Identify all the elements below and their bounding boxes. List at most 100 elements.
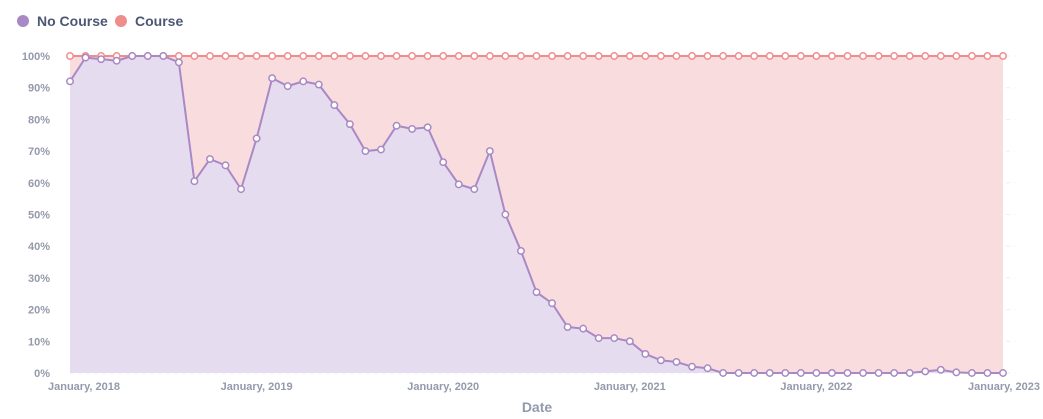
point-course[interactable] <box>221 52 230 60</box>
point-course[interactable] <box>828 52 836 60</box>
point-course[interactable] <box>283 52 292 60</box>
point-no-course[interactable] <box>237 185 246 194</box>
point-course[interactable] <box>734 52 743 60</box>
point-course[interactable] <box>206 52 214 60</box>
point-no-course[interactable] <box>221 161 230 170</box>
point-no-course[interactable] <box>159 52 168 60</box>
point-no-course[interactable] <box>905 369 914 377</box>
point-course[interactable] <box>703 52 712 60</box>
point-no-course[interactable] <box>625 337 634 346</box>
point-course[interactable] <box>579 52 588 60</box>
point-no-course[interactable] <box>859 369 867 377</box>
point-no-course[interactable] <box>81 53 90 62</box>
point-course[interactable] <box>905 52 914 60</box>
point-course[interactable] <box>936 52 945 60</box>
point-course[interactable] <box>890 52 899 60</box>
point-course[interactable] <box>548 52 556 60</box>
point-course[interactable] <box>812 52 821 60</box>
point-no-course[interactable] <box>268 74 277 83</box>
point-no-course[interactable] <box>579 324 588 333</box>
point-course[interactable] <box>843 52 852 60</box>
point-course[interactable] <box>688 52 696 60</box>
point-no-course[interactable] <box>470 185 479 194</box>
point-course[interactable] <box>967 52 976 60</box>
point-course[interactable] <box>408 52 417 60</box>
point-course[interactable] <box>252 52 261 60</box>
point-course[interactable] <box>781 52 790 60</box>
point-no-course[interactable] <box>750 369 759 377</box>
point-course[interactable] <box>921 52 930 60</box>
point-course[interactable] <box>174 52 183 60</box>
point-no-course[interactable] <box>703 364 712 373</box>
point-no-course[interactable] <box>828 369 836 377</box>
point-course[interactable] <box>719 52 728 60</box>
point-no-course[interactable] <box>377 145 385 154</box>
point-no-course[interactable] <box>143 52 152 60</box>
point-course[interactable] <box>765 52 774 60</box>
point-course[interactable] <box>999 52 1007 60</box>
point-no-course[interactable] <box>548 299 556 308</box>
point-course[interactable] <box>361 52 370 60</box>
point-course[interactable] <box>454 52 463 60</box>
point-no-course[interactable] <box>999 369 1007 377</box>
point-no-course[interactable] <box>345 120 354 129</box>
point-no-course[interactable] <box>672 357 681 366</box>
point-no-course[interactable] <box>688 362 696 371</box>
point-no-course[interactable] <box>330 101 339 110</box>
point-no-course[interactable] <box>610 334 619 343</box>
point-no-course[interactable] <box>781 369 790 377</box>
point-no-course[interactable] <box>641 350 650 358</box>
point-no-course[interactable] <box>252 134 261 143</box>
point-no-course[interactable] <box>734 369 743 377</box>
point-no-course[interactable] <box>485 147 494 156</box>
point-course[interactable] <box>470 52 479 60</box>
point-course[interactable] <box>750 52 759 60</box>
point-no-course[interactable] <box>936 365 945 374</box>
point-course[interactable] <box>874 52 883 60</box>
point-no-course[interactable] <box>423 123 432 132</box>
point-course[interactable] <box>299 52 308 60</box>
point-no-course[interactable] <box>501 210 510 219</box>
point-course[interactable] <box>345 52 354 60</box>
point-course[interactable] <box>517 52 525 60</box>
point-no-course[interactable] <box>532 288 541 297</box>
point-course[interactable] <box>423 52 432 60</box>
point-no-course[interactable] <box>314 80 323 89</box>
point-no-course[interactable] <box>97 55 106 64</box>
point-course[interactable] <box>377 52 385 60</box>
point-course[interactable] <box>594 52 603 60</box>
point-no-course[interactable] <box>392 121 401 130</box>
point-no-course[interactable] <box>843 369 852 377</box>
point-no-course[interactable] <box>361 147 370 156</box>
point-course[interactable] <box>268 52 277 60</box>
point-no-course[interactable] <box>952 368 961 377</box>
point-no-course[interactable] <box>874 369 883 377</box>
point-course[interactable] <box>501 52 510 60</box>
point-no-course[interactable] <box>656 356 665 365</box>
point-no-course[interactable] <box>765 369 774 377</box>
point-course[interactable] <box>625 52 634 60</box>
point-course[interactable] <box>532 52 541 60</box>
point-course[interactable] <box>796 52 805 60</box>
point-no-course[interactable] <box>594 334 603 343</box>
point-no-course[interactable] <box>719 369 728 377</box>
point-course[interactable] <box>952 52 961 60</box>
point-no-course[interactable] <box>454 180 463 189</box>
point-course[interactable] <box>610 52 619 60</box>
point-no-course[interactable] <box>283 82 292 91</box>
point-no-course[interactable] <box>112 56 121 65</box>
point-no-course[interactable] <box>206 155 214 163</box>
point-course[interactable] <box>237 52 246 60</box>
point-no-course[interactable] <box>890 369 899 377</box>
point-course[interactable] <box>485 52 494 60</box>
legend-item-no-course[interactable]: No Course <box>17 13 108 29</box>
point-no-course[interactable] <box>517 247 525 255</box>
point-course[interactable] <box>392 52 401 60</box>
point-course[interactable] <box>190 52 199 60</box>
point-no-course[interactable] <box>983 369 992 377</box>
point-no-course[interactable] <box>563 323 572 331</box>
point-course[interactable] <box>563 52 572 60</box>
point-no-course[interactable] <box>796 369 805 377</box>
point-course[interactable] <box>672 52 681 60</box>
point-no-course[interactable] <box>439 158 448 167</box>
